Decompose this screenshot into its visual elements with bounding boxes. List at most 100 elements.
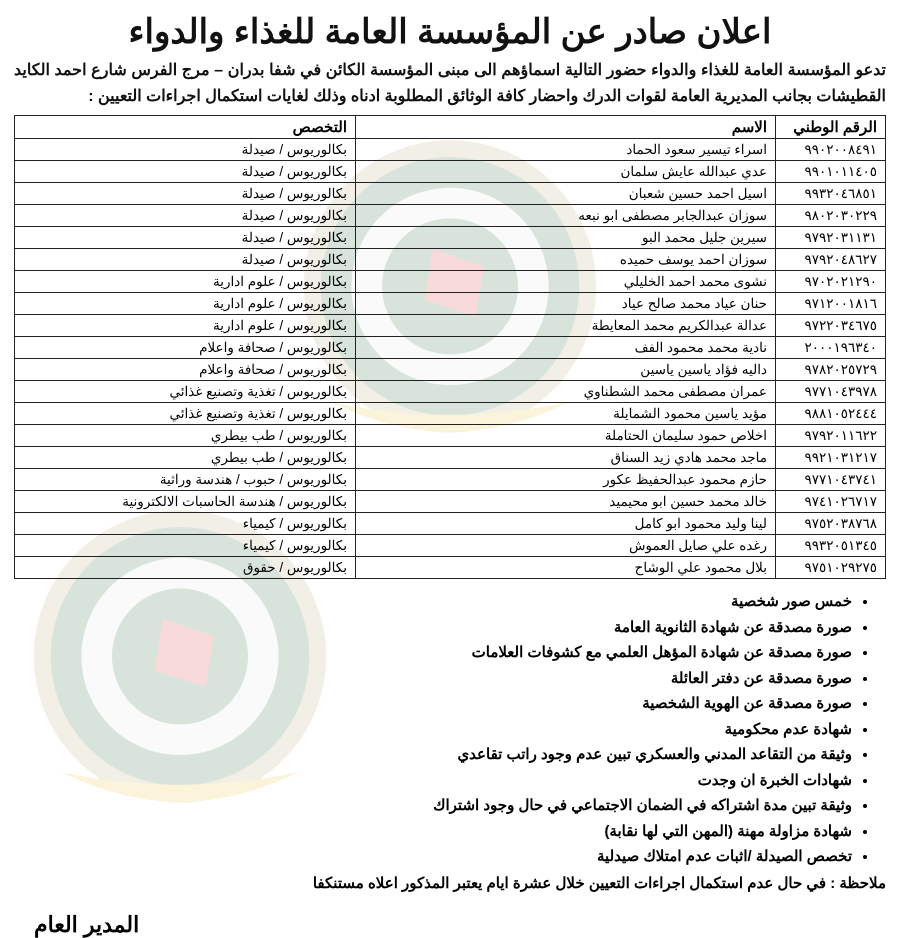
cell-specialization: بكالوريوس / علوم ادارية <box>15 293 356 315</box>
cell-specialization: بكالوريوس / صيدلة <box>15 183 356 205</box>
cell-national-id: ٩٩٣٢٠٤٦٨٥١ <box>776 183 886 205</box>
cell-name: سوزان احمد يوسف حميده <box>356 249 776 271</box>
document-item: صورة مصدقة عن شهادة الثانوية العامة <box>14 615 852 641</box>
cell-specialization: بكالوريوس / صيدلة <box>15 227 356 249</box>
cell-name: حنان عياد محمد صالح عياد <box>356 293 776 315</box>
cell-national-id: ٩٩٠١٠١١٤٠٥ <box>776 161 886 183</box>
cell-specialization: بكالوريوس / صحافة واعلام <box>15 337 356 359</box>
table-row: ٩٧٥١٠٢٩٢٧٥بلال محمود علي الوشاحبكالوريوس… <box>15 557 886 579</box>
note-text: ملاحظة : في حال عدم استكمال اجراءات التع… <box>14 874 886 892</box>
cell-national-id: ٩٩٣٢٠٥١٣٤٥ <box>776 535 886 557</box>
cell-specialization: بكالوريوس / حبوب / هندسة وراثية <box>15 469 356 491</box>
table-row: ٩٧٠٢٠٢١٢٩٠نشوى محمد احمد الخليليبكالوريو… <box>15 271 886 293</box>
cell-specialization: بكالوريوس / تغذية وتصنيع غذائي <box>15 381 356 403</box>
cell-name: رغده علي صايل العموش <box>356 535 776 557</box>
cell-specialization: بكالوريوس / طب بيطري <box>15 425 356 447</box>
document-item: صورة مصدقة عن شهادة المؤهل العلمي مع كشو… <box>14 640 852 666</box>
document-item: خمس صور شخصية <box>14 589 852 615</box>
cell-national-id: ٩٧٧١٠٤٣٧٤١ <box>776 469 886 491</box>
cell-national-id: ٩٨٠٢٠٣٠٢٢٩ <box>776 205 886 227</box>
cell-national-id: ٩٩٠٢٠٠٨٤٩١ <box>776 139 886 161</box>
table-row: ٩٩٠١٠١١٤٠٥عدي عبدالله عايش سلمانبكالوريو… <box>15 161 886 183</box>
cell-specialization: بكالوريوس / علوم ادارية <box>15 315 356 337</box>
table-row: ٩٧٩٢٠١١٦٢٢اخلاص حمود سليمان الحتاملةبكال… <box>15 425 886 447</box>
cell-name: بلال محمود علي الوشاح <box>356 557 776 579</box>
cell-name: عدي عبدالله عايش سلمان <box>356 161 776 183</box>
cell-name: لينا وليد محمود ابو كامل <box>356 513 776 535</box>
document-item: شهادة عدم محكومية <box>14 717 852 743</box>
document-item: شهادة مزاولة مهنة (المهن التي لها نقابة) <box>14 819 852 845</box>
cell-national-id: ٩٧٠٢٠٢١٢٩٠ <box>776 271 886 293</box>
cell-national-id: ٩٧٥٢٠٣٨٧٦٨ <box>776 513 886 535</box>
cell-name: عمران مصطفى محمد الشطناوي <box>356 381 776 403</box>
document-item: وثيقة من التقاعد المدني والعسكري تبين عد… <box>14 742 852 768</box>
cell-specialization: بكالوريوس / صيدلة <box>15 249 356 271</box>
table-row: ٩٧٧١٠٤٣٧٤١حازم محمود عبدالحفيظ عكوربكالو… <box>15 469 886 491</box>
header-name: الاسم <box>356 116 776 139</box>
cell-name: ماجد محمد هادي زيد السناق <box>356 447 776 469</box>
table-row: ٩٩٢١٠٣١٢١٧ماجد محمد هادي زيد السناقبكالو… <box>15 447 886 469</box>
table-row: ٩٧٥٢٠٣٨٧٦٨لينا وليد محمود ابو كاملبكالور… <box>15 513 886 535</box>
signature: المدير العام <box>14 912 886 938</box>
table-row: ٩٧٩٢٠٤٨٦٢٧سوزان احمد يوسف حميدهبكالوريوس… <box>15 249 886 271</box>
header-national-id: الرقم الوطني <box>776 116 886 139</box>
cell-specialization: بكالوريوس / طب بيطري <box>15 447 356 469</box>
document-item: صورة مصدقة عن الهوية الشخصية <box>14 691 852 717</box>
table-row: ٩٩٠٢٠٠٨٤٩١اسراء تيسير سعود الحمادبكالوري… <box>15 139 886 161</box>
cell-national-id: ٩٧٩٢٠١١٦٢٢ <box>776 425 886 447</box>
cell-national-id: ٩٧١٢٠٠١٨١٦ <box>776 293 886 315</box>
cell-name: اسراء تيسير سعود الحماد <box>356 139 776 161</box>
cell-name: مؤيد ياسين محمود الشمايلة <box>356 403 776 425</box>
candidates-table: الرقم الوطني الاسم التخصص ٩٩٠٢٠٠٨٤٩١اسرا… <box>14 115 886 579</box>
intro-paragraph: تدعو المؤسسة العامة للغذاء والدواء حضور … <box>14 58 886 109</box>
table-row: ٩٧٧١٠٤٣٩٧٨عمران مصطفى محمد الشطناويبكالو… <box>15 381 886 403</box>
cell-specialization: بكالوريوس / علوم ادارية <box>15 271 356 293</box>
document-item: شهادات الخبرة ان وجدت <box>14 768 852 794</box>
table-row: ٩٧٢٢٠٣٤٦٧٥عدالة عبدالكريم محمد المعايطةب… <box>15 315 886 337</box>
cell-national-id: ٩٧٩٢٠٤٨٦٢٧ <box>776 249 886 271</box>
cell-name: اسيل احمد حسين شعبان <box>356 183 776 205</box>
cell-specialization: بكالوريوس / صيدلة <box>15 139 356 161</box>
cell-name: سيرين جليل محمد البو <box>356 227 776 249</box>
cell-name: اخلاص حمود سليمان الحتاملة <box>356 425 776 447</box>
header-specialization: التخصص <box>15 116 356 139</box>
table-row: ٩٧١٢٠٠١٨١٦حنان عياد محمد صالح عيادبكالور… <box>15 293 886 315</box>
cell-national-id: ٩٧٧١٠٤٣٩٧٨ <box>776 381 886 403</box>
cell-specialization: بكالوريوس / هندسة الحاسبات الالكترونية <box>15 491 356 513</box>
table-row: ٩٧٨٢٠٢٥٧٢٩داليه فؤاد ياسين ياسينبكالوريو… <box>15 359 886 381</box>
cell-national-id: ٩٧٥١٠٢٩٢٧٥ <box>776 557 886 579</box>
document-item: وثيقة تبين مدة اشتراكه في الضمان الاجتما… <box>14 793 852 819</box>
table-row: ٩٨٠٢٠٣٠٢٢٩سوزان عبدالجابر مصطفى ابو نبعه… <box>15 205 886 227</box>
document-item: تخصص الصيدلة /اثبات عدم امتلاك صيدلية <box>14 844 852 870</box>
cell-national-id: ٩٧٤١٠٢٦٧١٧ <box>776 491 886 513</box>
table-row: ٩٨٨١٠٥٢٤٤٤مؤيد ياسين محمود الشمايلةبكالو… <box>15 403 886 425</box>
table-row: ٩٩٣٢٠٤٦٨٥١اسيل احمد حسين شعبانبكالوريوس … <box>15 183 886 205</box>
cell-specialization: بكالوريوس / تغذية وتصنيع غذائي <box>15 403 356 425</box>
table-row: ٩٧٩٢٠٣١١٣١سيرين جليل محمد البوبكالوريوس … <box>15 227 886 249</box>
cell-name: خالد محمد حسين ابو محيميد <box>356 491 776 513</box>
cell-name: حازم محمود عبدالحفيظ عكور <box>356 469 776 491</box>
document-item: صورة مصدقة عن دفتر العائلة <box>14 666 852 692</box>
cell-name: نشوى محمد احمد الخليلي <box>356 271 776 293</box>
cell-national-id: ٩٩٢١٠٣١٢١٧ <box>776 447 886 469</box>
table-row: ٢٠٠٠١٩٦٣٤٠نادية محمد محمود الففبكالوريوس… <box>15 337 886 359</box>
cell-specialization: بكالوريوس / صحافة واعلام <box>15 359 356 381</box>
cell-national-id: ٩٧٢٢٠٣٤٦٧٥ <box>776 315 886 337</box>
cell-national-id: ٢٠٠٠١٩٦٣٤٠ <box>776 337 886 359</box>
cell-national-id: ٩٨٨١٠٥٢٤٤٤ <box>776 403 886 425</box>
required-documents-list: خمس صور شخصيةصورة مصدقة عن شهادة الثانوي… <box>14 589 886 870</box>
table-row: ٩٧٤١٠٢٦٧١٧خالد محمد حسين ابو محيميدبكالو… <box>15 491 886 513</box>
cell-national-id: ٩٧٨٢٠٢٥٧٢٩ <box>776 359 886 381</box>
cell-specialization: بكالوريوس / حقوق <box>15 557 356 579</box>
cell-name: داليه فؤاد ياسين ياسين <box>356 359 776 381</box>
cell-name: نادية محمد محمود الفف <box>356 337 776 359</box>
cell-name: سوزان عبدالجابر مصطفى ابو نبعه <box>356 205 776 227</box>
cell-specialization: بكالوريوس / كيمياء <box>15 513 356 535</box>
cell-national-id: ٩٧٩٢٠٣١١٣١ <box>776 227 886 249</box>
cell-specialization: بكالوريوس / صيدلة <box>15 205 356 227</box>
cell-specialization: بكالوريوس / صيدلة <box>15 161 356 183</box>
cell-specialization: بكالوريوس / كيمياء <box>15 535 356 557</box>
cell-name: عدالة عبدالكريم محمد المعايطة <box>356 315 776 337</box>
table-row: ٩٩٣٢٠٥١٣٤٥رغده علي صايل العموشبكالوريوس … <box>15 535 886 557</box>
announcement-title: اعلان صادر عن المؤسسة العامة للغذاء والد… <box>14 12 886 52</box>
